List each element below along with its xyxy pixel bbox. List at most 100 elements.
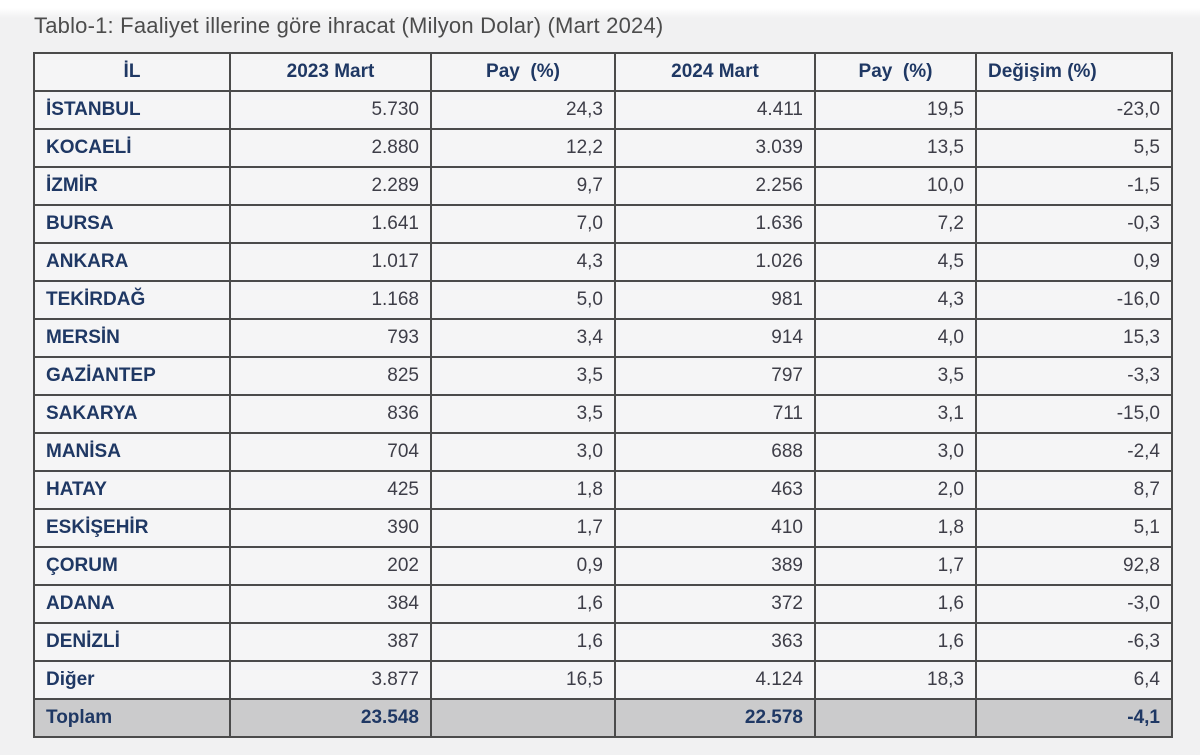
cell-pay2024: 3,0: [814, 432, 977, 472]
cell-degisim: -1,5: [975, 166, 1173, 206]
cell-v2023: 5.730: [229, 90, 432, 130]
cell-pay2023: 9,7: [430, 166, 616, 206]
table-row: ESKİŞEHİR 390 1,7 410 1,8 5,1: [33, 508, 1173, 548]
cell-v2023: 390: [229, 508, 432, 548]
cell-il: BURSA: [33, 204, 231, 244]
cell-v2024: 2.256: [614, 166, 816, 206]
table-row: ANKARA 1.017 4,3 1.026 4,5 0,9: [33, 242, 1173, 282]
col-header-2023-mart: 2023 Mart: [229, 52, 432, 92]
cell-v2023: 1.641: [229, 204, 432, 244]
cell-v2023: 2.289: [229, 166, 432, 206]
cell-pay2023: 12,2: [430, 128, 616, 168]
cell-il: ADANA: [33, 584, 231, 624]
col-header-pay-2023: Pay (%): [430, 52, 616, 92]
table-row: ADANA 384 1,6 372 1,6 -3,0: [33, 584, 1173, 624]
cell-v2023: 202: [229, 546, 432, 586]
cell-pay2024: 4,5: [814, 242, 977, 282]
table-title: Tablo-1: Faaliyet illerine göre ihracat …: [34, 13, 664, 38]
header-row: İL 2023 Mart Pay (%) 2024 Mart Pay (%) D…: [33, 52, 1173, 92]
cell-v2023: 23.548: [229, 698, 432, 738]
cell-pay2023: 1,6: [430, 584, 616, 624]
cell-pay2024: 10,0: [814, 166, 977, 206]
export-by-province-table: İL 2023 Mart Pay (%) 2024 Mart Pay (%) D…: [33, 52, 1173, 738]
cell-pay2023: 1,8: [430, 470, 616, 510]
table-body: İSTANBUL 5.730 24,3 4.411 19,5 -23,0 KOCAELİ 2.…: [33, 90, 1173, 738]
table-row: İSTANBUL 5.730 24,3 4.411 19,5 -23,0: [33, 90, 1173, 130]
cell-pay2023: 5,0: [430, 280, 616, 320]
cell-v2024: 4.124: [614, 660, 816, 700]
cell-degisim: 8,7: [975, 470, 1173, 510]
cell-degisim: 0,9: [975, 242, 1173, 282]
cell-degisim: -4,1: [975, 698, 1173, 738]
cell-il: KOCAELİ: [33, 128, 231, 168]
cell-v2023: 425: [229, 470, 432, 510]
cell-degisim: -0,3: [975, 204, 1173, 244]
table-row: GAZİANTEP 825 3,5 797 3,5 -3,3: [33, 356, 1173, 396]
cell-il: ANKARA: [33, 242, 231, 282]
cell-degisim: -23,0: [975, 90, 1173, 130]
table-row: KOCAELİ 2.880 12,2 3.039 13,5 5,5: [33, 128, 1173, 168]
cell-v2023: 384: [229, 584, 432, 624]
table-row: ÇORUM 202 0,9 389 1,7 92,8: [33, 546, 1173, 586]
cell-il: TEKİRDAĞ: [33, 280, 231, 320]
cell-pay2024: 1,7: [814, 546, 977, 586]
cell-v2024: 797: [614, 356, 816, 396]
cell-pay2024: 1,6: [814, 584, 977, 624]
cell-v2023: 387: [229, 622, 432, 662]
cell-v2024: 914: [614, 318, 816, 358]
cell-v2023: 836: [229, 394, 432, 434]
cell-pay2023: 1,7: [430, 508, 616, 548]
cell-il: ÇORUM: [33, 546, 231, 586]
cell-v2023: 793: [229, 318, 432, 358]
cell-v2024: 389: [614, 546, 816, 586]
cell-v2024: 711: [614, 394, 816, 434]
table-row: MERSİN 793 3,4 914 4,0 15,3: [33, 318, 1173, 358]
cell-pay2023: 3,4: [430, 318, 616, 358]
table-row: HATAY 425 1,8 463 2,0 8,7: [33, 470, 1173, 510]
cell-pay2023: 16,5: [430, 660, 616, 700]
cell-v2024: 688: [614, 432, 816, 472]
cell-pay2024: [814, 698, 977, 738]
cell-il: Diğer: [33, 660, 231, 700]
cell-degisim: -6,3: [975, 622, 1173, 662]
col-header-il: İL: [33, 52, 231, 92]
cell-v2024: 363: [614, 622, 816, 662]
cell-pay2024: 13,5: [814, 128, 977, 168]
cell-v2024: 1.026: [614, 242, 816, 282]
cell-il: DENİZLİ: [33, 622, 231, 662]
cell-pay2023: 4,3: [430, 242, 616, 282]
table-row: BURSA 1.641 7,0 1.636 7,2 -0,3: [33, 204, 1173, 244]
cell-pay2024: 4,3: [814, 280, 977, 320]
col-header-degisim: Değişim (%): [975, 52, 1173, 92]
cell-degisim: -16,0: [975, 280, 1173, 320]
cell-pay2024: 3,5: [814, 356, 977, 396]
cell-pay2023: 3,5: [430, 356, 616, 396]
total-row: Toplam 23.548 22.578 -4,1: [33, 698, 1173, 738]
cell-pay2024: 18,3: [814, 660, 977, 700]
cell-degisim: 92,8: [975, 546, 1173, 586]
table-row: Diğer 3.877 16,5 4.124 18,3 6,4: [33, 660, 1173, 700]
cell-v2023: 1.168: [229, 280, 432, 320]
col-header-pay-2024: Pay (%): [814, 52, 977, 92]
cell-il: GAZİANTEP: [33, 356, 231, 396]
table-row: SAKARYA 836 3,5 711 3,1 -15,0: [33, 394, 1173, 434]
cell-il: İSTANBUL: [33, 90, 231, 130]
cell-pay2024: 7,2: [814, 204, 977, 244]
cell-pay2023: 3,5: [430, 394, 616, 434]
cell-pay2023: [430, 698, 616, 738]
cell-v2024: 22.578: [614, 698, 816, 738]
cell-degisim: 6,4: [975, 660, 1173, 700]
table-row: İZMİR 2.289 9,7 2.256 10,0 -1,5: [33, 166, 1173, 206]
cell-v2023: 1.017: [229, 242, 432, 282]
cell-degisim: -15,0: [975, 394, 1173, 434]
cell-pay2023: 0,9: [430, 546, 616, 586]
cell-v2023: 704: [229, 432, 432, 472]
cell-pay2023: 24,3: [430, 90, 616, 130]
cell-v2024: 463: [614, 470, 816, 510]
cell-v2024: 3.039: [614, 128, 816, 168]
cell-il: HATAY: [33, 470, 231, 510]
cell-v2023: 2.880: [229, 128, 432, 168]
cell-v2023: 825: [229, 356, 432, 396]
cell-degisim: 5,1: [975, 508, 1173, 548]
